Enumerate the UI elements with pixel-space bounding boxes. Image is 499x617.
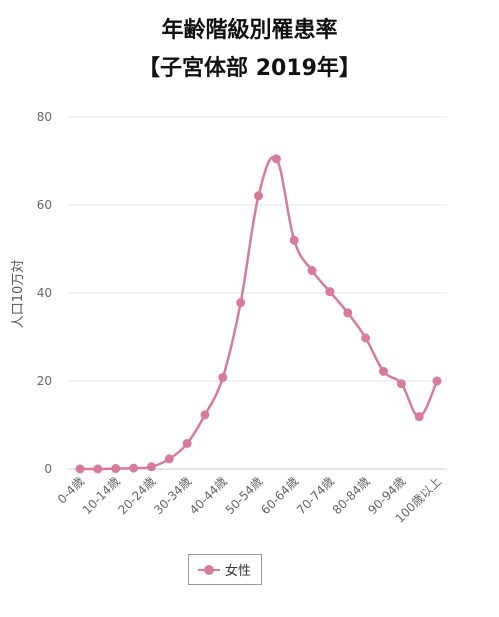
data-point[interactable]	[378, 366, 388, 376]
x-tick-label: 10-14歳	[80, 474, 123, 517]
chart-title: 年齢階級別罹患率	[161, 18, 338, 43]
x-tick-label: 30-34歳	[151, 474, 194, 517]
series-line	[79, 155, 439, 471]
data-point[interactable]	[75, 464, 85, 474]
y-tick-label: 60	[37, 198, 52, 212]
data-point[interactable]	[164, 454, 174, 464]
data-point[interactable]	[289, 235, 299, 245]
data-point[interactable]	[325, 287, 335, 297]
x-tick-label: 60-64歳	[258, 474, 301, 517]
legend-marker	[198, 564, 220, 575]
legend[interactable]: 女性	[188, 554, 262, 585]
data-point[interactable]	[182, 438, 192, 448]
data-point[interactable]	[146, 462, 156, 472]
y-tick-label: 20	[37, 374, 52, 388]
legend-label: 女性	[225, 564, 252, 579]
chart-subtitle: 【子宮体部 2019年】	[138, 56, 361, 81]
x-tick-label: 50-54歳	[223, 474, 266, 517]
data-point[interactable]	[200, 410, 210, 420]
data-point[interactable]	[218, 372, 228, 382]
data-point[interactable]	[432, 376, 442, 386]
data-point[interactable]	[361, 333, 371, 343]
y-tick-label: 0	[44, 462, 52, 476]
data-point[interactable]	[307, 266, 317, 276]
data-point[interactable]	[254, 191, 263, 201]
x-tick-label: 0-4歳	[55, 474, 87, 506]
x-tick-label: 70-74歳	[294, 474, 337, 517]
data-point[interactable]	[236, 298, 246, 308]
data-point[interactable]	[111, 464, 121, 474]
data-point[interactable]	[129, 463, 139, 473]
x-tick-label: 20-24歳	[115, 474, 158, 517]
data-point[interactable]	[271, 154, 281, 164]
y-axis-label: 人口10万対	[11, 260, 26, 329]
data-point[interactable]	[414, 412, 424, 422]
x-tick-label: 80-84歳	[330, 474, 373, 517]
data-point[interactable]	[343, 308, 353, 318]
y-tick-label: 40	[37, 286, 52, 300]
y-tick-label: 80	[37, 110, 52, 124]
data-point[interactable]	[396, 379, 406, 389]
x-tick-label: 40-44歳	[187, 474, 230, 517]
data-point[interactable]	[93, 464, 103, 474]
